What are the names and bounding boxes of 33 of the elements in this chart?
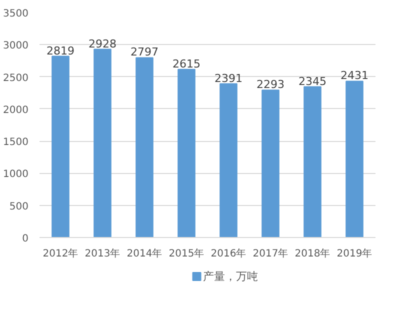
data-label: 2293 (256, 78, 285, 92)
y-tick-label: 1000 (3, 169, 29, 180)
x-tick-label: 2013年 (84, 248, 120, 260)
data-label: 2819 (46, 44, 75, 58)
y-tick-label: 0 (22, 234, 29, 244)
bar (136, 57, 154, 238)
bar (220, 83, 238, 238)
x-tick-label: 2019年 (336, 248, 372, 260)
bar (304, 86, 322, 238)
y-tick-label: 3500 (3, 8, 29, 20)
bar (94, 48, 112, 238)
bar (346, 80, 364, 238)
data-label: 2615 (172, 57, 201, 70)
data-label: 2345 (298, 74, 327, 88)
y-tick-label: 1500 (3, 137, 29, 148)
x-tick-label: 2014年 (126, 248, 162, 260)
x-tick-label: 2017年 (252, 248, 288, 260)
bar (178, 68, 196, 238)
y-tick-label: 500 (9, 201, 29, 212)
data-label: 2431 (340, 69, 369, 82)
bar (262, 90, 280, 238)
bar (52, 56, 70, 238)
x-tick-label: 2016年 (210, 248, 246, 260)
x-tick-label: 2018年 (294, 248, 330, 260)
x-tick-label: 2015年 (168, 248, 204, 260)
y-tick-label: 2500 (3, 72, 29, 84)
y-tick-label: 3000 (3, 40, 29, 52)
y-tick-label: 2000 (3, 104, 29, 116)
data-label: 2797 (130, 46, 159, 59)
legend-label: 产量，万吨 (202, 270, 258, 283)
data-label: 2928 (88, 37, 117, 50)
x-tick-label: 2012年 (42, 248, 78, 260)
data-label: 2391 (214, 72, 243, 85)
